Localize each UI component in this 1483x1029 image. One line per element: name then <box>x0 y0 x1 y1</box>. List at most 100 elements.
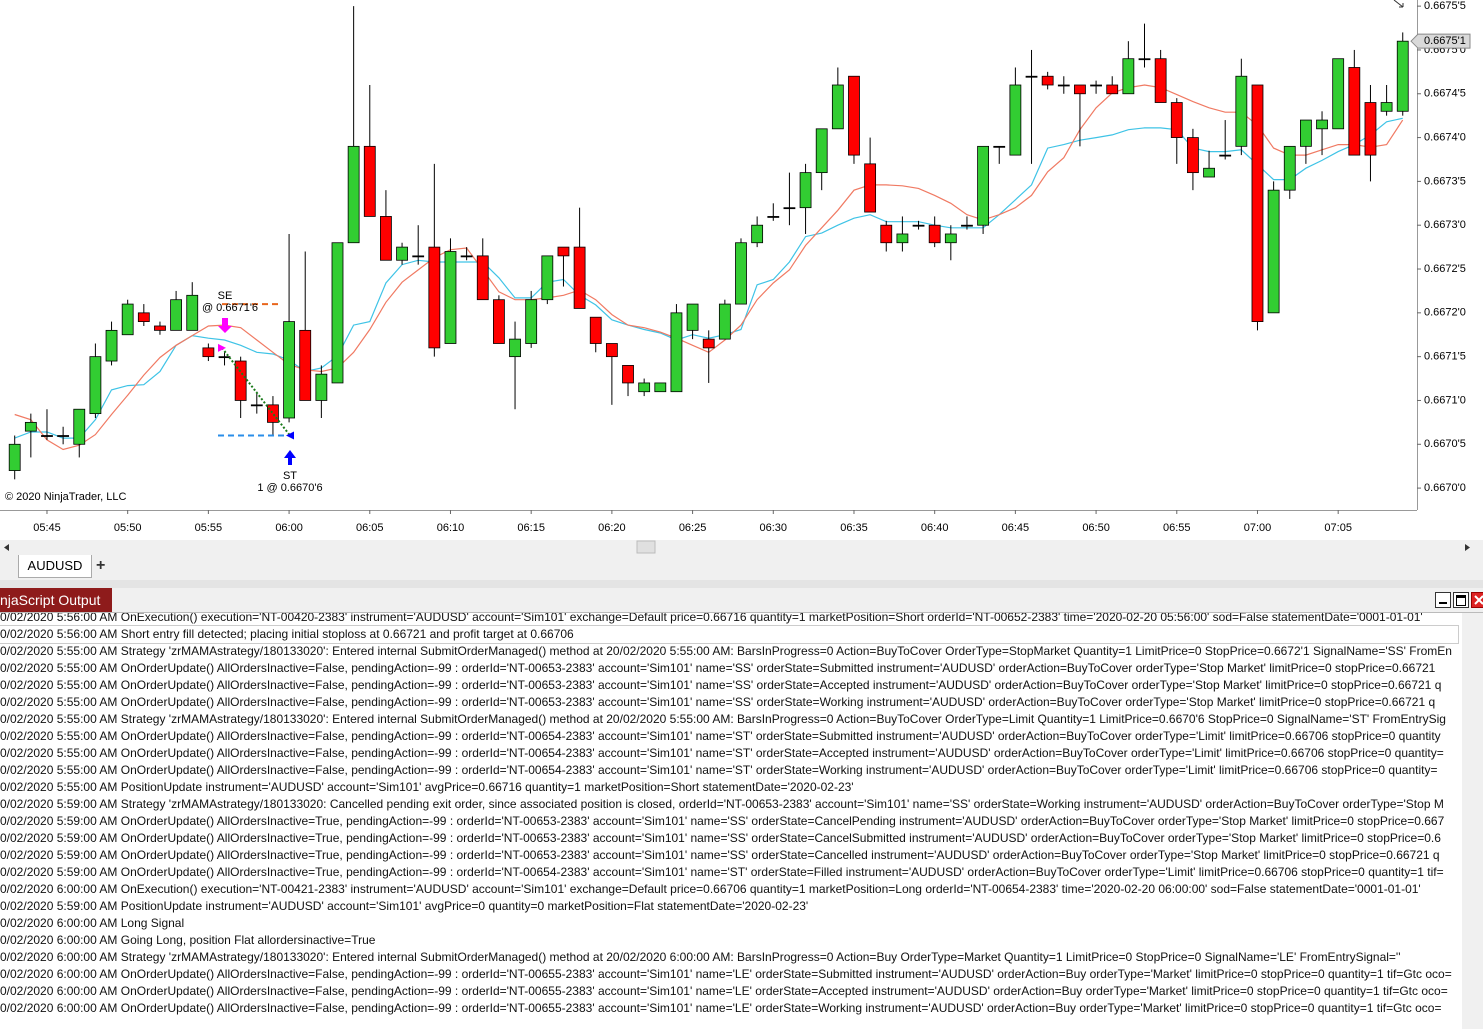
candle-body <box>24 421 37 432</box>
candle-body <box>1074 84 1086 95</box>
add-tab[interactable]: + <box>96 557 106 574</box>
y-tick-label: 0.6674'5 <box>1424 88 1466 100</box>
log-line: 0/02/2020 5:59:00 AM OnOrderUpdate() All… <box>0 865 1444 879</box>
x-tick-label: 06:10 <box>437 522 465 534</box>
candle-body <box>670 312 683 393</box>
candle-body <box>1380 102 1393 112</box>
candle-body <box>315 373 328 401</box>
x-tick-label: 06:55 <box>1163 522 1191 534</box>
y-tick-label: 0.6674'0 <box>1424 131 1466 143</box>
candle-body <box>961 224 973 227</box>
candle-body <box>751 224 764 244</box>
exit-label: 1 @ 0.6670'6 <box>257 482 322 494</box>
candle-body <box>89 356 102 415</box>
candle-body <box>380 216 392 261</box>
last-price-box <box>1410 33 1471 49</box>
candle-body <box>1364 102 1377 156</box>
candle-body <box>1348 67 1361 156</box>
candle-body <box>218 356 231 359</box>
candle-body <box>848 75 860 156</box>
candle-body <box>1235 75 1248 147</box>
maximize-button[interactable] <box>1453 592 1469 608</box>
log-line: 0/02/2020 5:56:00 AM OnExecution() execu… <box>0 613 1423 624</box>
candle-body <box>121 303 134 336</box>
candle-body <box>1203 167 1215 178</box>
separator <box>0 580 1483 588</box>
close-button[interactable] <box>1471 592 1483 608</box>
candle-body <box>412 255 425 258</box>
instrument-tab[interactable]: AUDUSD <box>18 555 92 578</box>
entry-signal: SE <box>218 290 233 302</box>
candle-body <box>1041 75 1054 86</box>
candle-body <box>589 316 602 344</box>
candle-body <box>557 246 570 257</box>
candle-body <box>396 246 408 261</box>
candle-body <box>525 299 538 344</box>
candle-body <box>202 347 215 358</box>
scroll-right[interactable] <box>1465 544 1470 551</box>
candle-body <box>1300 119 1312 147</box>
candle-body <box>476 255 489 301</box>
x-tick-label: 06:30 <box>760 522 788 534</box>
corner-arrow <box>1393 0 1404 8</box>
candle-body <box>73 408 86 445</box>
candle-body <box>299 329 312 401</box>
candle-body <box>605 343 618 358</box>
candle-body <box>864 163 877 213</box>
candle-body <box>57 435 70 437</box>
log-line: 0/02/2020 6:00:00 AM Strategy 'zrMAMAstr… <box>0 950 1401 964</box>
y-tick-label: 0.6671'5 <box>1424 351 1466 363</box>
x-tick-label: 07:00 <box>1244 522 1272 534</box>
candle-body <box>1283 145 1296 191</box>
log-line: 0/02/2020 6:00:00 AM OnExecution() execu… <box>0 882 1421 896</box>
candle-body <box>654 382 667 393</box>
scroll-left[interactable] <box>4 544 9 551</box>
exit-marker <box>286 431 294 440</box>
y-tick-label: 0.6673'0 <box>1424 219 1466 231</box>
x-tick-label: 06:05 <box>356 522 384 534</box>
candle-body <box>170 299 183 331</box>
candle-body <box>928 224 941 244</box>
output-log: 0/02/2020 5:56:00 AM OnExecution() execu… <box>0 613 1462 1029</box>
candle-body <box>718 303 731 340</box>
x-tick-label: 06:50 <box>1082 522 1110 534</box>
candle-body <box>492 299 505 344</box>
candle-body <box>186 294 199 331</box>
x-tick-label: 06:20 <box>598 522 626 534</box>
last-price-label: 0.6675'1 <box>1424 35 1466 47</box>
candle-body <box>735 242 747 305</box>
log-line: 0/02/2020 5:55:00 AM OnOrderUpdate() All… <box>0 729 1441 743</box>
candle-body <box>1090 84 1102 87</box>
y-tick-label: 0.6675'5 <box>1424 0 1466 12</box>
candle-body <box>283 321 295 419</box>
buy-arrow <box>284 450 296 465</box>
log-line: 0/02/2020 6:00:00 AM OnOrderUpdate() All… <box>0 984 1448 998</box>
close-icon <box>1474 595 1483 605</box>
sell-arrow <box>218 318 232 333</box>
candle-body <box>105 329 118 362</box>
candle-body <box>8 443 21 471</box>
candle-body <box>1332 58 1345 130</box>
candle-body <box>686 303 699 331</box>
log-line: 0/02/2020 5:55:00 AM Strategy 'zrMAMAstr… <box>0 712 1446 726</box>
candle-body <box>1154 58 1167 103</box>
candle-body <box>977 145 989 226</box>
scrollbar[interactable] <box>0 540 1483 555</box>
log-line: 0/02/2020 5:59:00 AM PositionUpdate inst… <box>0 899 809 913</box>
copyright: © 2020 NinjaTrader, LLC <box>5 491 126 503</box>
y-tick-label: 0.6670'0 <box>1424 482 1466 494</box>
candle-body <box>428 246 441 349</box>
candle-body <box>1316 119 1328 130</box>
x-tick-label: 06:00 <box>275 522 303 534</box>
log-scrollbar[interactable] <box>1462 613 1483 1029</box>
x-tick-label: 06:40 <box>921 522 949 534</box>
candle-body <box>573 246 586 309</box>
scroll-thumb[interactable] <box>636 540 656 554</box>
candle-body <box>622 365 634 384</box>
candle-body <box>331 242 344 384</box>
output-title[interactable]: njaScript Output <box>0 588 112 612</box>
x-tick-label: 05:55 <box>195 522 223 534</box>
candle-body <box>1106 84 1119 95</box>
minimize-button[interactable] <box>1435 592 1451 608</box>
